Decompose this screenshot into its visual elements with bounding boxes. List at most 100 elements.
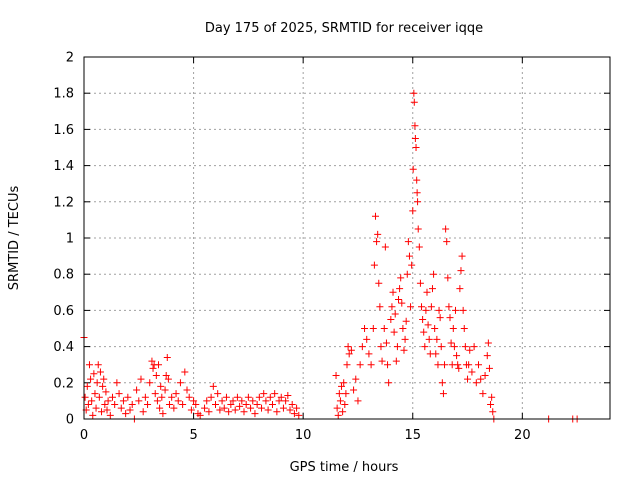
data-point bbox=[229, 397, 237, 405]
data-point bbox=[481, 372, 489, 380]
data-point bbox=[390, 328, 398, 336]
data-point bbox=[231, 406, 239, 414]
data-point bbox=[341, 401, 349, 409]
data-point bbox=[128, 401, 136, 409]
data-point bbox=[227, 401, 235, 409]
data-point bbox=[466, 346, 474, 354]
data-point bbox=[445, 303, 453, 311]
plot-frame bbox=[83, 56, 611, 420]
y-tick-label: 0.6 bbox=[53, 304, 74, 319]
data-point bbox=[192, 401, 200, 409]
data-point bbox=[432, 350, 440, 358]
data-point bbox=[460, 325, 468, 332]
data-point bbox=[434, 361, 442, 369]
data-point bbox=[371, 212, 379, 220]
data-point bbox=[373, 238, 381, 246]
y-tick-label: 1.6 bbox=[53, 123, 74, 138]
chart-title: Day 175 of 2025, SRMTID for receiver iqq… bbox=[205, 21, 483, 36]
data-point bbox=[430, 270, 438, 278]
data-point bbox=[207, 393, 215, 401]
data-point bbox=[290, 410, 298, 418]
x-tick-label: 10 bbox=[295, 428, 312, 443]
data-point bbox=[185, 393, 193, 401]
data-point bbox=[172, 390, 180, 398]
data-point bbox=[410, 98, 418, 106]
data-point bbox=[409, 207, 417, 215]
data-point bbox=[387, 315, 395, 323]
data-point bbox=[457, 267, 465, 275]
data-point bbox=[181, 368, 189, 376]
data-point bbox=[88, 397, 96, 405]
data-point bbox=[104, 397, 112, 405]
data-point bbox=[361, 325, 369, 332]
data-point bbox=[242, 401, 250, 409]
data-point bbox=[347, 346, 355, 354]
y-tick-label: 2 bbox=[66, 51, 74, 66]
data-point bbox=[472, 379, 480, 387]
data-point bbox=[456, 285, 464, 293]
data-point bbox=[137, 375, 145, 383]
data-point bbox=[388, 303, 396, 311]
data-point bbox=[447, 339, 455, 347]
data-point bbox=[488, 393, 496, 401]
data-point bbox=[284, 391, 292, 399]
data-point bbox=[170, 404, 178, 412]
data-point bbox=[409, 165, 417, 173]
data-point bbox=[277, 393, 285, 401]
data-point bbox=[424, 321, 432, 329]
x-tick-label: 0 bbox=[80, 428, 88, 443]
data-point bbox=[411, 134, 419, 142]
data-point bbox=[365, 350, 373, 358]
data-point bbox=[449, 325, 457, 332]
data-point bbox=[375, 279, 383, 287]
data-point bbox=[92, 404, 100, 412]
data-point bbox=[203, 397, 211, 405]
data-point bbox=[339, 408, 347, 416]
data-point bbox=[479, 390, 487, 398]
data-point bbox=[271, 390, 279, 398]
data-point bbox=[165, 401, 173, 409]
data-point bbox=[135, 397, 143, 405]
data-point bbox=[251, 410, 259, 418]
data-point bbox=[113, 379, 121, 387]
data-point bbox=[222, 393, 230, 401]
data-point bbox=[369, 325, 377, 332]
data-points bbox=[80, 89, 581, 423]
data-point bbox=[94, 361, 102, 369]
data-point bbox=[101, 401, 109, 409]
data-point bbox=[352, 375, 360, 383]
data-point bbox=[268, 401, 276, 409]
data-point bbox=[103, 406, 111, 414]
data-point bbox=[108, 393, 116, 401]
data-point bbox=[470, 343, 478, 351]
data-point bbox=[117, 404, 125, 412]
data-point bbox=[423, 288, 431, 296]
data-point bbox=[149, 364, 157, 372]
data-point bbox=[102, 388, 110, 396]
data-point bbox=[403, 270, 411, 278]
data-point bbox=[442, 225, 450, 233]
data-point bbox=[439, 390, 447, 398]
data-point bbox=[422, 306, 430, 314]
data-point bbox=[152, 372, 160, 380]
data-point bbox=[87, 375, 95, 383]
data-point bbox=[356, 361, 364, 369]
y-tick-label: 1.2 bbox=[53, 195, 74, 210]
data-point bbox=[402, 317, 410, 325]
data-point bbox=[260, 390, 268, 398]
data-point bbox=[411, 122, 419, 130]
data-point bbox=[214, 390, 222, 398]
data-point bbox=[436, 314, 444, 322]
data-point bbox=[336, 397, 344, 405]
data-point bbox=[397, 274, 405, 282]
data-point bbox=[155, 361, 163, 369]
data-point bbox=[342, 390, 350, 398]
data-point bbox=[255, 393, 263, 401]
data-point bbox=[396, 285, 404, 293]
data-point bbox=[205, 408, 213, 416]
y-tick-label: 1 bbox=[66, 232, 74, 247]
data-point bbox=[279, 404, 287, 412]
data-point bbox=[382, 339, 390, 347]
data-point bbox=[378, 357, 386, 365]
